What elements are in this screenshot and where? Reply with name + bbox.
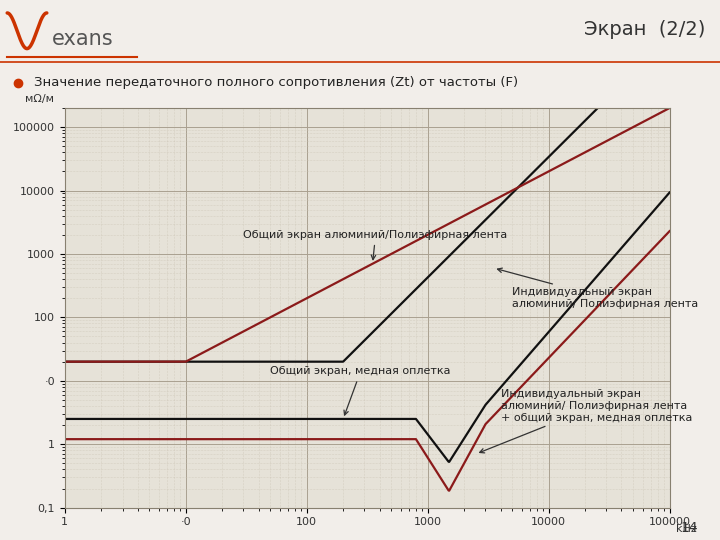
Text: Общий экран алюминий/Полиэфирная лента: Общий экран алюминий/Полиэфирная лента xyxy=(243,230,508,260)
Text: Общий экран, медная оплетка: Общий экран, медная оплетка xyxy=(270,367,451,415)
Text: Индивидуальный экран
алюминий/ Полиэфирная лента
+ общий экран, медная оплетка: Индивидуальный экран алюминий/ Полиэфирн… xyxy=(480,389,692,453)
Text: Экран  (2/2): Экран (2/2) xyxy=(584,19,706,39)
Text: Значение передаточного полного сопротивления (Zt) от частоты (F): Значение передаточного полного сопротивл… xyxy=(34,76,518,89)
Text: Индивидуальный экран
алюминий/ Полиэфирная лента: Индивидуальный экран алюминий/ Полиэфирн… xyxy=(498,268,698,309)
Text: 14: 14 xyxy=(681,521,698,535)
Text: мΩ/м: мΩ/м xyxy=(25,94,55,104)
Text: exans: exans xyxy=(52,29,114,49)
Text: kHz: kHz xyxy=(675,524,696,534)
